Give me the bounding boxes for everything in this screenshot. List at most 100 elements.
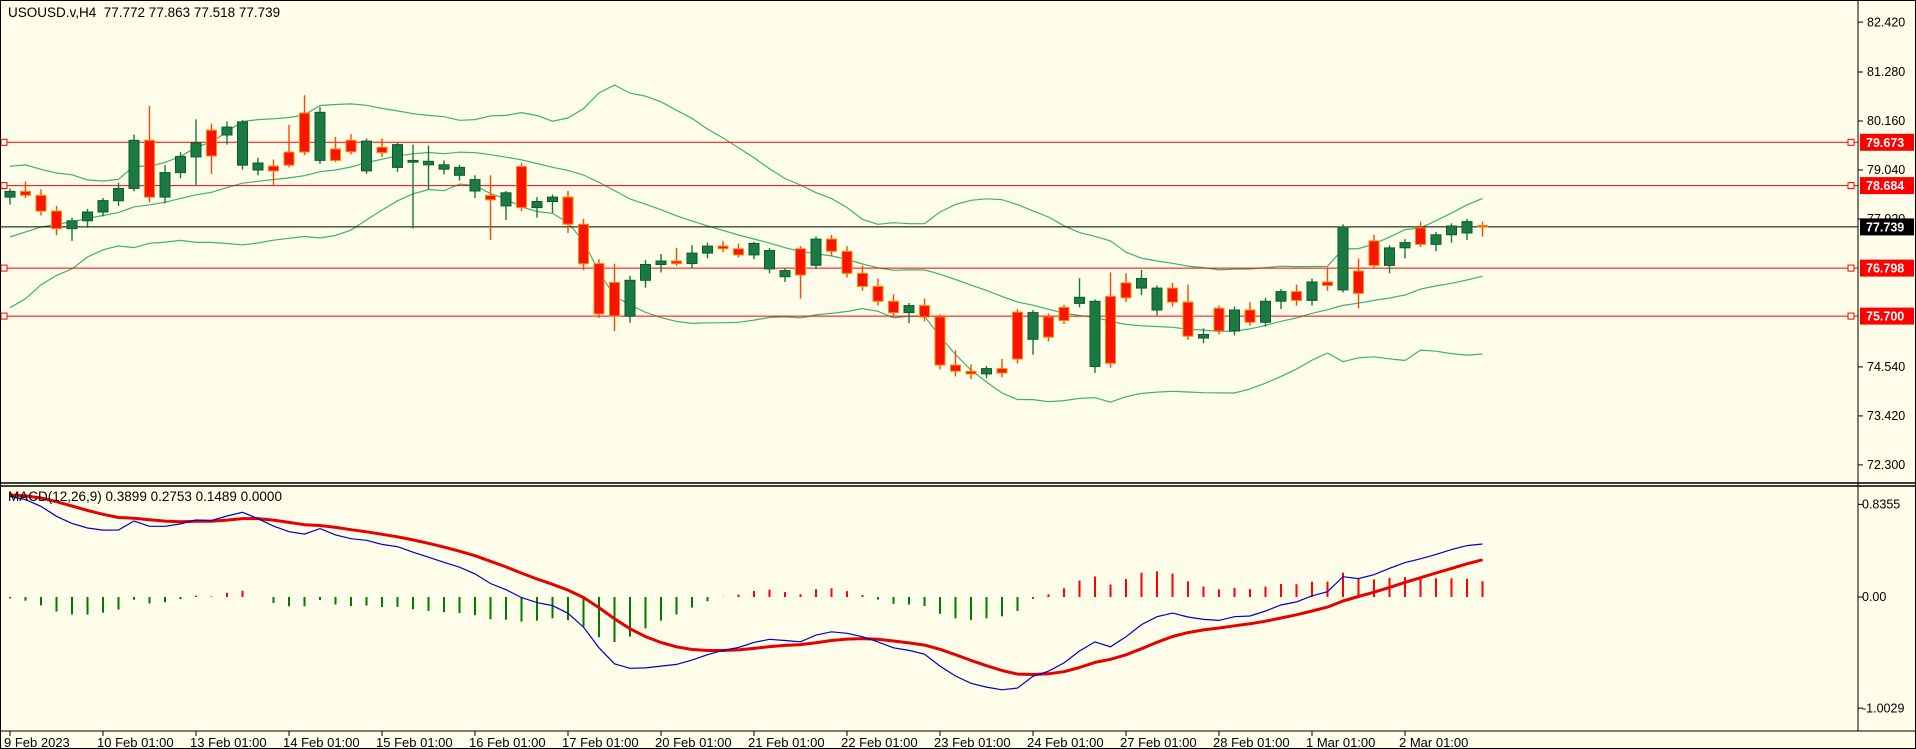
time-tick-label: 17 Feb 01:00 <box>562 735 639 749</box>
time-tick-label: 10 Feb 01:00 <box>97 735 174 749</box>
time-tick-label: 15 Feb 01:00 <box>376 735 453 749</box>
candle <box>1089 300 1101 367</box>
price-tick-label: 81.280 <box>1867 65 1905 79</box>
candle <box>779 270 791 278</box>
candle <box>655 260 667 265</box>
level-price-box <box>1860 177 1914 195</box>
macd-tick-label: 0.8355 <box>1862 498 1900 512</box>
candle <box>888 300 899 314</box>
candle <box>1322 281 1333 286</box>
candle <box>547 196 558 203</box>
level-price-label: 79.673 <box>1866 136 1904 150</box>
candle <box>330 148 341 161</box>
price-tick-label: 82.420 <box>1867 15 1905 29</box>
level-price-box <box>1860 259 1914 277</box>
time-tick-label: 16 Feb 01:00 <box>469 735 546 749</box>
candle <box>1415 227 1426 245</box>
time-tick-label: 28 Feb 01:00 <box>1213 735 1290 749</box>
candle <box>20 190 31 196</box>
candle <box>159 172 171 198</box>
candle <box>1229 309 1240 332</box>
candle <box>237 121 248 166</box>
macd-tick-label: -1.0029 <box>1862 701 1904 715</box>
candle <box>981 368 992 375</box>
candle <box>1368 240 1380 266</box>
time-tick-label: 20 Feb 01:00 <box>655 735 732 749</box>
candle <box>469 179 481 192</box>
time-tick-label: 23 Feb 01:00 <box>934 735 1011 749</box>
candle <box>376 146 388 154</box>
candle <box>97 200 109 213</box>
candle <box>35 194 47 212</box>
candle <box>113 187 124 202</box>
candle <box>423 160 434 166</box>
time-tick-label: 9 Feb 2023 <box>4 735 70 749</box>
macd-histogram <box>9 571 1484 642</box>
macd-tick-label: 0.00 <box>1862 590 1886 604</box>
candle <box>1120 282 1132 299</box>
candle <box>66 220 78 230</box>
candle <box>1291 291 1302 301</box>
candle <box>624 279 636 317</box>
current-price-label: 77.739 <box>1866 220 1904 234</box>
candle <box>950 364 961 372</box>
candle <box>268 165 279 172</box>
candle <box>593 263 605 315</box>
candle <box>314 111 326 161</box>
candle <box>748 243 760 256</box>
candle <box>1306 281 1318 301</box>
candle <box>1446 225 1457 236</box>
price-tick-label: 74.540 <box>1867 360 1905 374</box>
candle <box>283 151 295 166</box>
time-tick-label: 24 Feb 01:00 <box>1027 735 1104 749</box>
candle <box>299 112 310 153</box>
candle <box>562 196 574 225</box>
candle <box>454 166 465 176</box>
bollinger-lower-band <box>9 183 1483 403</box>
price-tick-label: 72.300 <box>1867 458 1905 472</box>
candle <box>1461 221 1473 234</box>
time-axis[interactable]: 9 Feb 2023 10 Feb 01:00 13 Feb 01:00 14 Feb… <box>4 731 1468 749</box>
candle <box>407 159 419 163</box>
time-tick-label: 27 Feb 01:00 <box>1120 735 1197 749</box>
candle <box>640 264 651 281</box>
candle <box>175 155 186 174</box>
candle <box>128 139 140 189</box>
candle <box>1058 306 1070 321</box>
candle <box>1477 225 1488 228</box>
time-tick-label: 14 Feb 01:00 <box>283 735 360 749</box>
candle <box>934 316 946 366</box>
candle <box>1182 301 1194 337</box>
candle <box>345 139 357 153</box>
candle <box>190 142 202 158</box>
candle <box>1213 307 1225 332</box>
candle <box>702 245 713 254</box>
time-tick-label: 13 Feb 01:00 <box>190 735 267 749</box>
candle <box>1260 300 1271 323</box>
price-tick-label: 80.160 <box>1867 114 1905 128</box>
price-axis[interactable]: 82.42081.28080.16079.04077.92074.54073.4… <box>1858 15 1914 715</box>
candle <box>872 285 884 302</box>
time-tick-label: 2 Mar 01:00 <box>1399 735 1468 749</box>
candle <box>1430 234 1442 245</box>
candle <box>4 190 16 198</box>
candle <box>919 305 930 318</box>
candle <box>717 245 729 250</box>
candle <box>144 139 155 198</box>
candle <box>500 192 512 207</box>
candle <box>965 370 977 375</box>
candle <box>903 305 915 314</box>
candle <box>1337 226 1349 291</box>
panel-separator[interactable] <box>0 482 1916 487</box>
level-price-label: 75.700 <box>1866 310 1904 324</box>
candle <box>609 281 620 317</box>
candle <box>1105 295 1116 364</box>
candle <box>996 368 1008 374</box>
macd-signal-line <box>9 493 1483 676</box>
candle <box>795 248 806 276</box>
candle <box>1167 287 1178 303</box>
price-tick-label: 79.040 <box>1867 163 1905 177</box>
candle <box>1043 316 1054 338</box>
